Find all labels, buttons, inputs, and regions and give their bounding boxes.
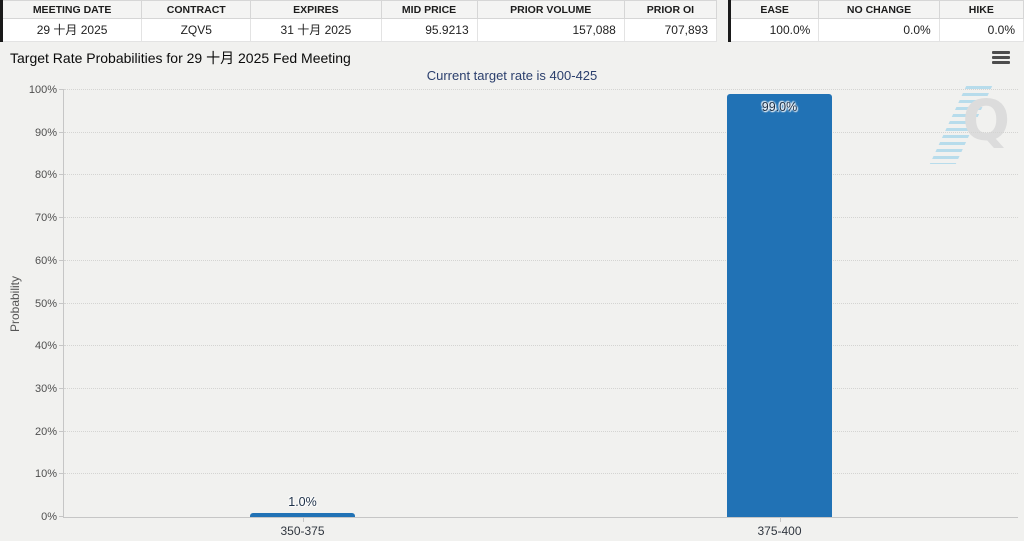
col-header-ease: EASE — [728, 0, 820, 19]
y-tick-label: 30% — [34, 382, 57, 395]
y-tick-label: 40% — [34, 340, 57, 353]
col-header-prior-volume: PRIOR VOLUME — [476, 0, 625, 19]
gridline-50pct — [64, 302, 1018, 304]
bar-value-label: 1.0% — [288, 494, 317, 509]
contract-table-data-row: 29 十月 2025 ZQV5 31 十月 2025 95.9213 157,088 70… — [0, 18, 718, 42]
y-tick-label: 60% — [34, 254, 57, 267]
gridline-80pct — [64, 174, 1018, 176]
y-tick — [59, 430, 64, 432]
summary-table-data-row: 100.0% 0.0% 0.0% — [728, 18, 1024, 42]
gridline-30pct — [64, 387, 1018, 389]
y-tick-label: 20% — [34, 425, 57, 438]
summary-table-header-row: EASE NO CHANGE HIKE — [728, 0, 1024, 19]
contract-table: MEETING DATE CONTRACT EXPIRES MID PRICE PRIO… — [0, 0, 718, 42]
gridline-90pct — [64, 131, 1018, 133]
bar-375-400[interactable]: 99.0% — [727, 94, 832, 517]
y-tick — [59, 174, 64, 176]
cell-expires: 31 十月 2025 — [250, 18, 382, 42]
y-tick — [59, 473, 64, 475]
y-tick — [59, 387, 64, 389]
y-tick-label: 70% — [34, 212, 57, 225]
gridline-20pct — [64, 430, 1018, 432]
x-tick — [302, 517, 304, 522]
menu-bar — [992, 61, 1010, 64]
cell-hike: 0.0% — [938, 18, 1024, 42]
y-tick-label: 100% — [28, 84, 57, 96]
y-tick — [59, 131, 64, 133]
contract-table-header-row: MEETING DATE CONTRACT EXPIRES MID PRICE PRIO… — [0, 0, 718, 19]
y-tick-label: 0% — [41, 511, 57, 523]
bar-350-375[interactable]: 1.0% — [250, 495, 355, 517]
plot-area: Probability Q 0% 10% 20% 30% 40% 50% 60% 70% 80%… — [8, 84, 1018, 538]
col-header-contract: CONTRACT — [141, 0, 252, 19]
y-tick — [59, 516, 64, 517]
menu-bar — [992, 56, 1010, 59]
bar-value-label: 99.0% — [761, 100, 798, 115]
probability-summary-table: EASE NO CHANGE HIKE 100.0% 0.0% 0.0% — [728, 0, 1024, 42]
quikstrike-watermark: Q — [929, 86, 1010, 164]
contract-summary-tables: MEETING DATE CONTRACT EXPIRES MID PRICE PRIO… — [0, 0, 1024, 42]
y-tick-label: 50% — [34, 297, 57, 310]
hamburger-menu-icon[interactable] — [992, 51, 1010, 64]
chart-subtitle: Current target rate is 400-425 — [426, 68, 598, 83]
y-tick-label: 90% — [34, 126, 57, 139]
x-category-label: 375-400 — [757, 524, 802, 538]
q-logo-icon: Q — [962, 89, 1010, 154]
y-tick — [59, 217, 64, 219]
y-tick — [59, 302, 64, 304]
gridline-100pct — [64, 89, 1018, 90]
gridline-40pct — [64, 345, 1018, 347]
y-tick-label: 80% — [34, 169, 57, 182]
cell-mid-price: 95.9213 — [380, 18, 478, 42]
cell-no-change: 0.0% — [818, 18, 940, 42]
cell-contract: ZQV5 — [141, 18, 252, 42]
col-header-hike: HIKE — [938, 0, 1024, 19]
cell-ease: 100.0% — [728, 18, 820, 42]
col-header-prior-oi: PRIOR OI — [623, 0, 718, 19]
y-tick — [59, 345, 64, 347]
y-tick-label: 10% — [34, 468, 57, 481]
cell-meeting-date: 29 十月 2025 — [0, 18, 143, 42]
col-header-no-change: NO CHANGE — [818, 0, 940, 19]
gridline-70pct — [64, 217, 1018, 219]
y-tick — [59, 89, 64, 90]
menu-bar — [992, 51, 1010, 54]
x-tick — [779, 517, 781, 522]
col-header-expires: EXPIRES — [250, 0, 382, 19]
cell-prior-oi: 707,893 — [623, 18, 718, 42]
page-title: Target Rate Probabilities for 29 十月 2025… — [10, 50, 351, 66]
y-tick — [59, 259, 64, 261]
cell-prior-volume: 157,088 — [476, 18, 625, 42]
gridline-10pct — [64, 473, 1018, 475]
col-header-mid-price: MID PRICE — [380, 0, 478, 19]
col-header-meeting-date: MEETING DATE — [0, 0, 143, 19]
x-category-label: 350-375 — [280, 524, 325, 538]
gridline-60pct — [64, 259, 1018, 261]
